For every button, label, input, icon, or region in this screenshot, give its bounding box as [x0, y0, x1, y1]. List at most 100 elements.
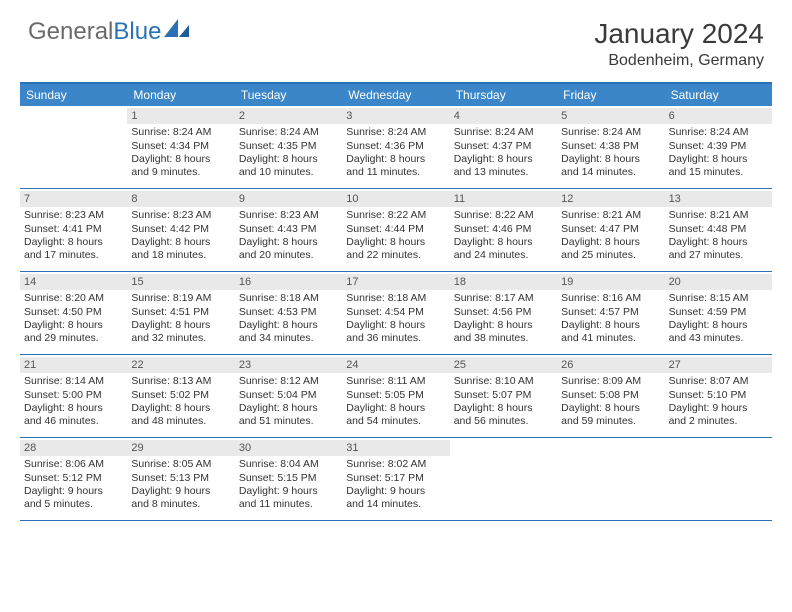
day-number: 20 — [665, 274, 772, 290]
day-cell: 3 Sunrise: 8:24 AM Sunset: 4:36 PM Daylig… — [342, 106, 449, 188]
week-row: 28 Sunrise: 8:06 AM Sunset: 5:12 PM Dayli… — [20, 438, 772, 521]
day-cell: 15Sunrise: 8:19 AM Sunset: 4:51 PM Dayli… — [127, 272, 234, 354]
day-number: 25 — [450, 357, 557, 373]
day-cell: 17Sunrise: 8:18 AM Sunset: 4:54 PM Dayli… — [342, 272, 449, 354]
weeks-container: 1 Sunrise: 8:24 AM Sunset: 4:34 PM Daylig… — [20, 106, 772, 521]
weekday-header: Tuesday — [235, 84, 342, 106]
brand-logo: GeneralBlue — [28, 18, 190, 46]
day-details: Sunrise: 8:21 AM Sunset: 4:47 PM Dayligh… — [561, 209, 660, 263]
weekday-header: Friday — [557, 84, 664, 106]
day-cell: 2Sunrise: 8:24 AM Sunset: 4:35 PM Daylig… — [235, 106, 342, 188]
day-number: 13 — [665, 191, 772, 207]
week-row: 14 Sunrise: 8:20 AM Sunset: 4:50 PM Dayli… — [20, 272, 772, 355]
day-number: 9 — [235, 191, 342, 207]
day-cell: 7Sunrise: 8:23 AM Sunset: 4:41 PM Daylig… — [20, 189, 127, 271]
day-number: 3 — [342, 108, 449, 124]
weekday-header: Wednesday — [342, 84, 449, 106]
day-cell: 8 Sunrise: 8:23 AM Sunset: 4:42 PM Daylig… — [127, 189, 234, 271]
brand-part1: General — [28, 18, 113, 46]
day-details: Sunrise: 8:20 AM Sunset: 4:50 PM Dayligh… — [24, 292, 123, 346]
day-details: Sunrise: 8:24 AM Sunset: 4:37 PM Dayligh… — [454, 126, 553, 180]
day-details: Sunrise: 8:21 AM Sunset: 4:48 PM Dayligh… — [669, 209, 768, 263]
day-number: 31 — [342, 440, 449, 456]
day-number: 28 — [20, 440, 127, 456]
day-details: Sunrise: 8:12 AM Sunset: 5:04 PM Dayligh… — [239, 375, 338, 429]
day-cell — [557, 438, 664, 520]
day-details: Sunrise: 8:09 AM Sunset: 5:08 PM Dayligh… — [561, 375, 660, 429]
page-header: GeneralBlue January 2024 Bodenheim, Germ… — [0, 0, 792, 78]
month-title: January 2024 — [594, 18, 764, 50]
day-number: 5 — [557, 108, 664, 124]
calendar: Sunday Monday Tuesday Wednesday Thursday… — [20, 82, 772, 521]
day-cell: 1 Sunrise: 8:24 AM Sunset: 4:34 PM Daylig… — [127, 106, 234, 188]
day-cell: 26 Sunrise: 8:09 AM Sunset: 5:08 PM Dayli… — [557, 355, 664, 437]
day-number: 26 — [557, 357, 664, 373]
day-number: 16 — [235, 274, 342, 290]
title-block: January 2024 Bodenheim, Germany — [594, 18, 764, 70]
day-cell: 22Sunrise: 8:13 AM Sunset: 5:02 PM Dayli… — [127, 355, 234, 437]
day-cell: 27 Sunrise: 8:07 AM Sunset: 5:10 PM Dayli… — [665, 355, 772, 437]
day-details: Sunrise: 8:22 AM Sunset: 4:46 PM Dayligh… — [454, 209, 553, 263]
day-number: 7 — [20, 191, 127, 207]
day-details: Sunrise: 8:04 AM Sunset: 5:15 PM Dayligh… — [239, 458, 338, 512]
day-number: 24 — [342, 357, 449, 373]
day-number: 10 — [342, 191, 449, 207]
day-number: 29 — [127, 440, 234, 456]
day-cell: 28 Sunrise: 8:06 AM Sunset: 5:12 PM Dayli… — [20, 438, 127, 520]
day-cell: 10 Sunrise: 8:22 AM Sunset: 4:44 PM Dayli… — [342, 189, 449, 271]
day-details: Sunrise: 8:24 AM Sunset: 4:34 PM Dayligh… — [131, 126, 230, 180]
day-cell — [20, 106, 127, 188]
day-details: Sunrise: 8:18 AM Sunset: 4:54 PM Dayligh… — [346, 292, 445, 346]
day-number: 11 — [450, 191, 557, 207]
day-details: Sunrise: 8:18 AM Sunset: 4:53 PM Dayligh… — [239, 292, 338, 346]
day-details: Sunrise: 8:17 AM Sunset: 4:56 PM Dayligh… — [454, 292, 553, 346]
day-cell: 29 Sunrise: 8:05 AM Sunset: 5:13 PM Dayli… — [127, 438, 234, 520]
day-number: 14 — [20, 274, 127, 290]
day-cell: 11 Sunrise: 8:22 AM Sunset: 4:46 PM Dayli… — [450, 189, 557, 271]
day-details: Sunrise: 8:10 AM Sunset: 5:07 PM Dayligh… — [454, 375, 553, 429]
day-number: 23 — [235, 357, 342, 373]
day-details: Sunrise: 8:24 AM Sunset: 4:38 PM Dayligh… — [561, 126, 660, 180]
brand-part2: Blue — [113, 18, 161, 46]
day-cell: 6Sunrise: 8:24 AM Sunset: 4:39 PM Daylig… — [665, 106, 772, 188]
day-details: Sunrise: 8:05 AM Sunset: 5:13 PM Dayligh… — [131, 458, 230, 512]
weekday-header-row: Sunday Monday Tuesday Wednesday Thursday… — [20, 84, 772, 106]
day-details: Sunrise: 8:23 AM Sunset: 4:42 PM Dayligh… — [131, 209, 230, 263]
day-cell: 14 Sunrise: 8:20 AM Sunset: 4:50 PM Dayli… — [20, 272, 127, 354]
week-row: 7Sunrise: 8:23 AM Sunset: 4:41 PM Daylig… — [20, 189, 772, 272]
day-number: 27 — [665, 357, 772, 373]
day-number: 19 — [557, 274, 664, 290]
weekday-header: Monday — [127, 84, 234, 106]
day-cell: 13 Sunrise: 8:21 AM Sunset: 4:48 PM Dayli… — [665, 189, 772, 271]
day-cell: 23 Sunrise: 8:12 AM Sunset: 5:04 PM Dayli… — [235, 355, 342, 437]
week-row: 21 Sunrise: 8:14 AM Sunset: 5:00 PM Dayli… — [20, 355, 772, 438]
day-cell: 20 Sunrise: 8:15 AM Sunset: 4:59 PM Dayli… — [665, 272, 772, 354]
logo-sail-icon — [164, 18, 190, 46]
day-number: 2 — [235, 108, 342, 124]
day-cell: 19 Sunrise: 8:16 AM Sunset: 4:57 PM Dayli… — [557, 272, 664, 354]
day-number: 12 — [557, 191, 664, 207]
location-label: Bodenheim, Germany — [594, 52, 764, 70]
day-details: Sunrise: 8:13 AM Sunset: 5:02 PM Dayligh… — [131, 375, 230, 429]
day-cell: 9Sunrise: 8:23 AM Sunset: 4:43 PM Daylig… — [235, 189, 342, 271]
day-details: Sunrise: 8:22 AM Sunset: 4:44 PM Dayligh… — [346, 209, 445, 263]
day-cell: 24 Sunrise: 8:11 AM Sunset: 5:05 PM Dayli… — [342, 355, 449, 437]
day-cell: 31Sunrise: 8:02 AM Sunset: 5:17 PM Dayli… — [342, 438, 449, 520]
weekday-header: Sunday — [20, 84, 127, 106]
day-cell: 12 Sunrise: 8:21 AM Sunset: 4:47 PM Dayli… — [557, 189, 664, 271]
day-number: 1 — [127, 108, 234, 124]
day-details: Sunrise: 8:06 AM Sunset: 5:12 PM Dayligh… — [24, 458, 123, 512]
day-details: Sunrise: 8:15 AM Sunset: 4:59 PM Dayligh… — [669, 292, 768, 346]
day-details: Sunrise: 8:11 AM Sunset: 5:05 PM Dayligh… — [346, 375, 445, 429]
week-row: 1 Sunrise: 8:24 AM Sunset: 4:34 PM Daylig… — [20, 106, 772, 189]
day-details: Sunrise: 8:16 AM Sunset: 4:57 PM Dayligh… — [561, 292, 660, 346]
day-cell: 30Sunrise: 8:04 AM Sunset: 5:15 PM Dayli… — [235, 438, 342, 520]
day-number: 8 — [127, 191, 234, 207]
day-details: Sunrise: 8:07 AM Sunset: 5:10 PM Dayligh… — [669, 375, 768, 429]
day-details: Sunrise: 8:14 AM Sunset: 5:00 PM Dayligh… — [24, 375, 123, 429]
day-cell — [450, 438, 557, 520]
day-cell: 21 Sunrise: 8:14 AM Sunset: 5:00 PM Dayli… — [20, 355, 127, 437]
day-cell: 25 Sunrise: 8:10 AM Sunset: 5:07 PM Dayli… — [450, 355, 557, 437]
day-details: Sunrise: 8:24 AM Sunset: 4:36 PM Dayligh… — [346, 126, 445, 180]
day-number: 21 — [20, 357, 127, 373]
